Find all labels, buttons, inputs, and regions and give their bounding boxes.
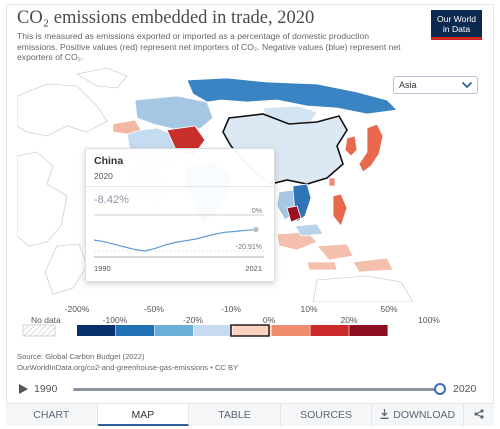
map-region-japan[interactable]	[358, 123, 384, 173]
legend-bin	[310, 325, 349, 336]
tab-sources[interactable]: SOURCES	[281, 404, 373, 426]
owid-logo[interactable]: Our World in Data	[431, 10, 482, 40]
timeline-start-year: 1990	[34, 383, 58, 395]
map-legend: No data -200% -50% -10% 10% 50% -100% -2…	[22, 304, 440, 337]
map-region-malaysia[interactable]	[294, 223, 324, 237]
sparkline-end-year: 2021	[245, 264, 262, 273]
sparkline-start-year: 1990	[94, 264, 111, 273]
outside-region-outlines	[17, 67, 128, 295]
legend-bin	[349, 325, 388, 336]
timeline-track[interactable]	[73, 388, 439, 391]
legend-bin	[271, 325, 310, 336]
legend-bin	[193, 325, 232, 336]
legend-lower-label: 20%	[340, 315, 357, 325]
legend-lower-label: -100%	[103, 315, 128, 325]
logo-accent-bar	[431, 37, 482, 40]
tab-share[interactable]	[464, 404, 494, 426]
legend-selected-bin	[230, 324, 270, 337]
logo-line-1: Our World	[437, 14, 476, 24]
share-icon	[474, 409, 484, 419]
sparkline-zero-label: 0%	[252, 208, 262, 215]
map-region-philippines[interactable]	[332, 193, 348, 227]
legend-lower-label: -20%	[183, 315, 203, 325]
tab-map[interactable]: MAP	[97, 404, 190, 426]
logo-line-2: in Data	[442, 24, 471, 34]
legend-bin	[77, 325, 116, 336]
map-region-cambodia[interactable]	[286, 205, 302, 223]
timeline-fill	[73, 388, 439, 391]
map-region-taiwan[interactable]	[328, 177, 336, 187]
map-region-kazakhstan[interactable]	[134, 95, 214, 131]
timeline-slider[interactable]: 1990 2020	[17, 381, 487, 397]
map-region-korea[interactable]	[344, 135, 358, 157]
map-region-russia[interactable]	[186, 77, 398, 115]
legend-upper-label: -10%	[221, 304, 241, 314]
chevron-down-icon	[462, 82, 472, 88]
legend-bin	[115, 325, 155, 336]
legend-bin	[154, 325, 194, 336]
legend-lower-label: 100%	[418, 315, 440, 325]
source-line: Source: Global Carbon Budget (2022)	[17, 352, 145, 361]
sparkline-end-point	[253, 226, 259, 233]
tooltip-year: 2020	[94, 171, 113, 181]
tooltip-entity: China	[94, 155, 124, 167]
tab-chart[interactable]: CHART	[6, 404, 98, 426]
map-region-turkey[interactable]	[112, 119, 142, 135]
download-icon	[380, 409, 389, 419]
tooltip-value: -8.42%	[94, 194, 129, 206]
tab-download-label: DOWNLOAD	[393, 409, 456, 421]
legend-no-data-label: No data	[31, 315, 61, 325]
source-url[interactable]: OurWorldInData.org/co2-and-greenhouse-ga…	[17, 363, 239, 372]
source-note: Source: Global Carbon Budget (2022) OurW…	[17, 351, 238, 373]
chart-title: CO₂ emissions embedded in trade, 2020	[17, 8, 315, 28]
tooltip-sparkline: 0% -20.91% 1990 2021	[93, 208, 264, 273]
choropleth-map[interactable]	[17, 66, 487, 302]
region-select-value: Asia	[399, 80, 417, 90]
play-icon[interactable]	[19, 384, 28, 394]
legend-upper-label: 50%	[380, 304, 397, 314]
timeline-handle[interactable]	[434, 383, 446, 395]
sparkline-min-label: -20.91%	[236, 244, 262, 251]
legend-upper-label: -200%	[65, 304, 90, 314]
tab-download[interactable]: DOWNLOAD	[372, 404, 464, 426]
sparkline-series-line	[93, 228, 257, 252]
legend-lower-label: 0%	[263, 315, 276, 325]
tab-table[interactable]: TABLE	[189, 404, 281, 426]
legend-upper-label: 10%	[300, 304, 317, 314]
legend-upper-label: -50%	[144, 304, 164, 314]
timeline-end-year: 2020	[453, 383, 477, 395]
tooltip-divider	[86, 186, 274, 187]
outside-region-australia	[312, 275, 414, 302]
legend-bin	[232, 325, 271, 336]
legend-no-data-swatch	[22, 324, 56, 337]
region-select[interactable]: Asia	[393, 76, 478, 94]
map-region-indonesia[interactable]	[276, 231, 394, 273]
map-tooltip: China 2020 -8.42% 0% -20.91% 1990 2021	[85, 148, 275, 282]
tab-bar: CHART MAP TABLE SOURCES DOWNLOAD	[6, 403, 494, 426]
chart-subtitle: This is measured as emissions exported o…	[17, 31, 401, 63]
